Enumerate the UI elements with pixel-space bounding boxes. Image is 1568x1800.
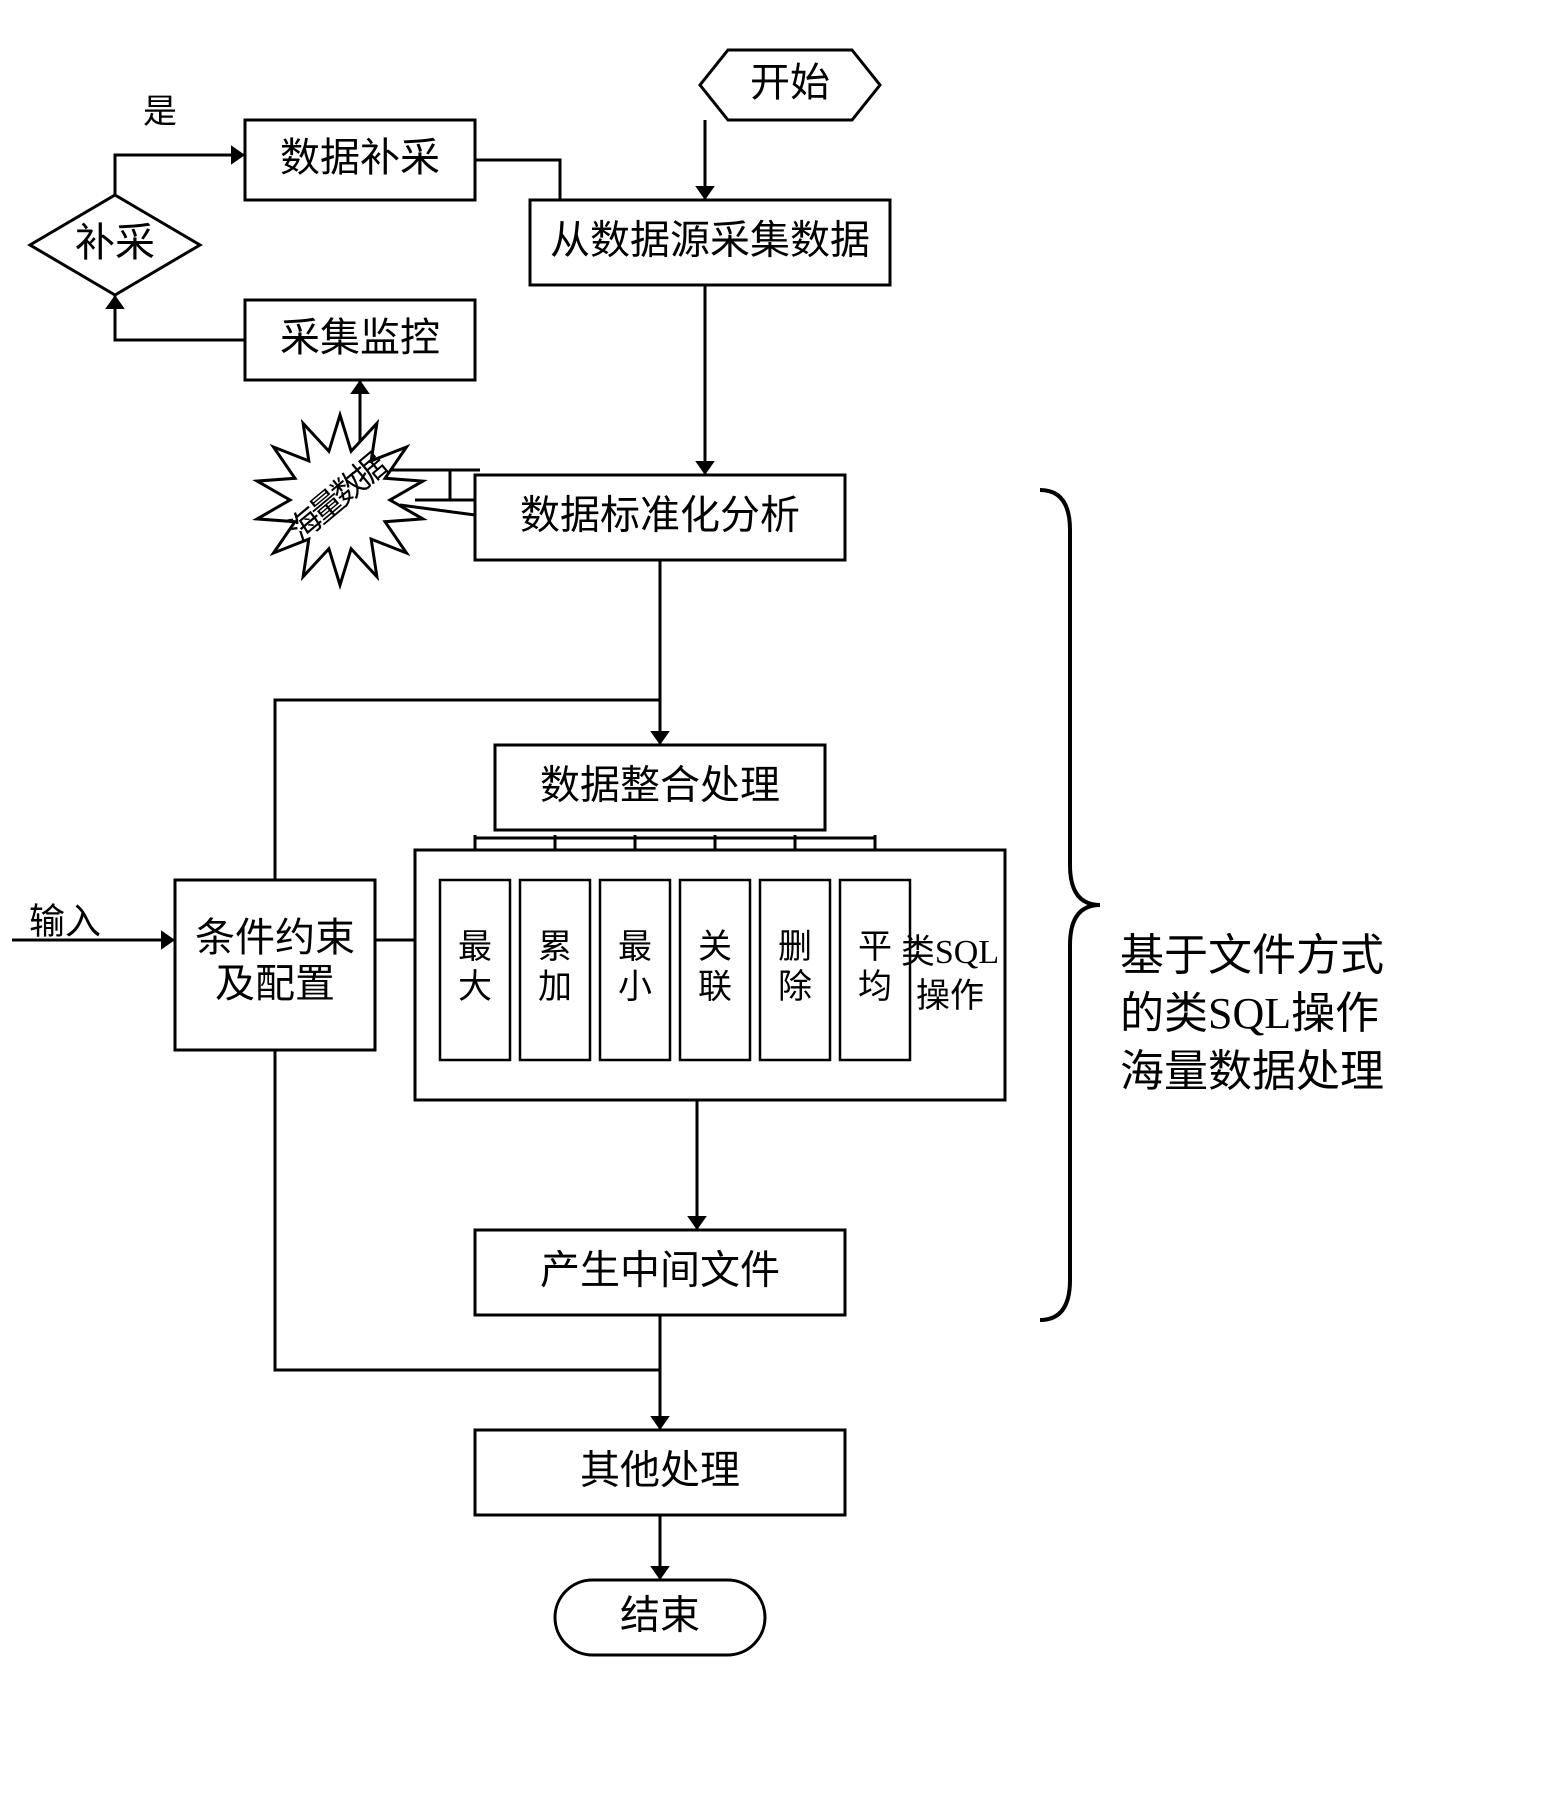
svg-text:关: 关	[698, 929, 732, 966]
svg-text:均: 均	[858, 968, 892, 1006]
svg-text:加: 加	[538, 969, 572, 1006]
svg-text:其他处理: 其他处理	[580, 1448, 740, 1493]
svg-text:最: 最	[458, 929, 492, 966]
svg-text:联: 联	[698, 969, 732, 1006]
svg-text:数据标准化分析: 数据标准化分析	[520, 493, 800, 538]
brace	[1040, 490, 1100, 1320]
svg-text:从数据源采集数据: 从数据源采集数据	[550, 218, 870, 263]
svg-text:输入: 输入	[29, 901, 101, 941]
svg-text:产生中间文件: 产生中间文件	[540, 1248, 780, 1293]
svg-text:开始: 开始	[750, 60, 830, 105]
flowchart-canvas: 海量数据开始从数据源采集数据数据补采补采采集监控数据标准化分析数据整合处理条件约…	[0, 0, 1568, 1800]
svg-text:采集监控: 采集监控	[280, 315, 440, 360]
svg-text:小: 小	[618, 969, 652, 1006]
svg-text:数据整合处理: 数据整合处理	[540, 763, 780, 808]
svg-text:累: 累	[538, 929, 572, 966]
svg-text:数据补采: 数据补采	[280, 135, 440, 180]
svg-text:的类SQL操作: 的类SQL操作	[1120, 989, 1379, 1038]
svg-text:条件约束: 条件约束	[195, 915, 355, 960]
svg-text:平: 平	[858, 929, 892, 966]
svg-text:类SQL: 类SQL	[901, 933, 999, 971]
svg-text:除: 除	[778, 968, 812, 1006]
svg-text:是: 是	[143, 94, 177, 131]
svg-text:及配置: 及配置	[215, 961, 335, 1006]
svg-text:删: 删	[778, 929, 812, 966]
svg-text:最: 最	[618, 929, 652, 966]
svg-text:大: 大	[458, 968, 492, 1006]
svg-text:基于文件方式: 基于文件方式	[1120, 931, 1384, 980]
svg-text:结束: 结束	[620, 1593, 700, 1638]
svg-text:补采: 补采	[75, 220, 155, 265]
svg-text:操作: 操作	[916, 977, 984, 1015]
svg-text:海量数据处理: 海量数据处理	[1120, 1047, 1384, 1096]
